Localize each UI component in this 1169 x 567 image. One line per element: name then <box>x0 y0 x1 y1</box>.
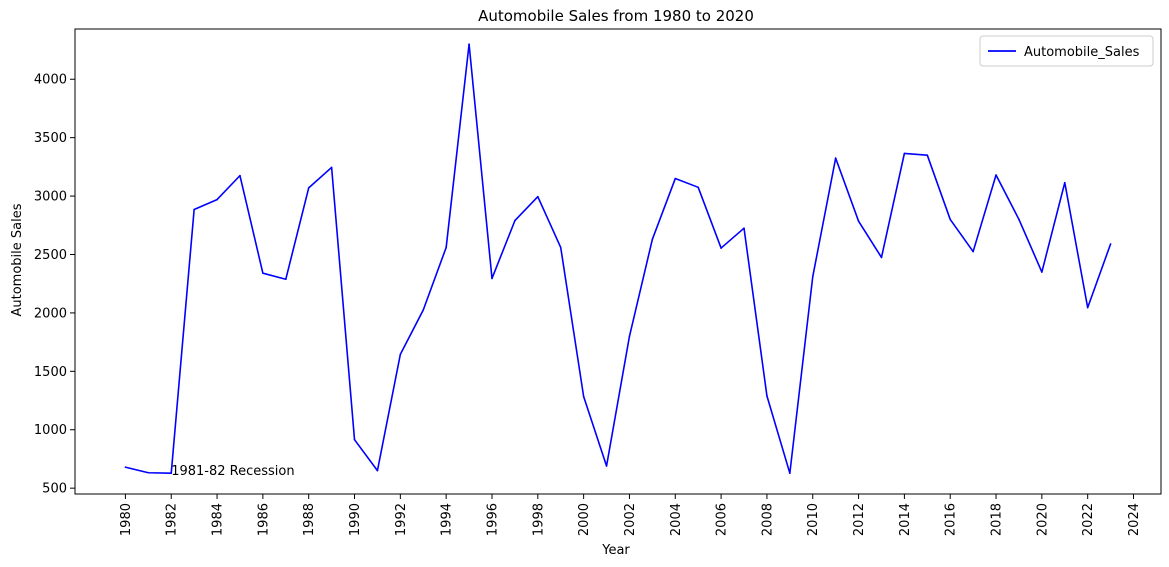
data-point <box>811 275 814 278</box>
x-tick-label: 1986 <box>256 503 271 536</box>
y-axis-label: Automobile Sales <box>10 203 25 316</box>
x-tick-label: 2002 <box>623 503 638 536</box>
data-point <box>834 157 837 159</box>
data-point <box>239 174 241 177</box>
data-point <box>1063 181 1066 184</box>
legend-entry: Automobile_Sales <box>1024 45 1140 60</box>
data-point <box>651 238 654 241</box>
x-tick-label: 2024 <box>1127 503 1142 536</box>
data-point <box>330 166 333 169</box>
x-tick-label: 1984 <box>211 503 226 536</box>
data-point <box>743 227 745 230</box>
data-point <box>1086 306 1089 309</box>
y-tick-label: 3000 <box>34 190 67 205</box>
annotation-text: 1981-82 Recession <box>171 464 294 479</box>
data-point <box>926 154 929 156</box>
series-layer <box>124 43 1112 475</box>
x-tick-label: 1992 <box>394 503 409 536</box>
data-point <box>124 466 127 468</box>
y-tick-label: 1500 <box>34 365 67 380</box>
x-tick-label: 2014 <box>898 503 913 536</box>
data-point <box>537 195 539 198</box>
y-tick-label: 2500 <box>34 248 67 263</box>
data-point <box>720 247 722 249</box>
y-tick-label: 3500 <box>34 131 67 146</box>
x-tick-label: 2016 <box>944 503 959 536</box>
data-point <box>353 438 356 441</box>
x-tick-label: 2022 <box>1081 503 1096 536</box>
x-tick-label: 2000 <box>577 503 592 536</box>
data-point <box>789 472 791 475</box>
data-point <box>766 395 768 397</box>
y-tick-label: 1000 <box>34 423 67 438</box>
data-point <box>949 218 952 221</box>
x-tick-label: 1982 <box>165 503 180 536</box>
data-point <box>582 395 585 398</box>
x-tick-label: 1998 <box>531 503 546 536</box>
data-point <box>422 309 425 311</box>
data-point <box>147 471 150 474</box>
data-point <box>514 219 516 222</box>
data-point <box>697 186 699 189</box>
x-tick-label: 1996 <box>485 503 500 536</box>
data-point <box>605 465 608 467</box>
data-point <box>559 246 562 249</box>
legend-box <box>979 35 1154 67</box>
chart-title: Automobile Sales from 1980 to 2020 <box>478 7 754 25</box>
y-tick-label: 4000 <box>34 73 67 88</box>
data-point <box>399 353 402 356</box>
data-point <box>445 246 447 249</box>
data-point <box>262 272 264 274</box>
data-point <box>628 335 631 338</box>
plot-area <box>74 28 1162 495</box>
data-point <box>376 469 379 472</box>
x-tick-label: 2020 <box>1035 503 1050 536</box>
data-point <box>1018 218 1020 221</box>
data-point <box>307 187 310 189</box>
data-point <box>193 208 195 211</box>
y-tick-label: 2000 <box>34 306 67 321</box>
data-point <box>972 250 974 253</box>
data-point <box>995 174 997 176</box>
x-tick-label: 1980 <box>119 503 134 536</box>
data-point <box>170 472 173 475</box>
data-point <box>857 220 860 222</box>
x-tick-label: 2004 <box>669 503 684 536</box>
x-tick-label: 2006 <box>715 503 730 536</box>
x-tick-label: 2012 <box>852 503 867 536</box>
x-axis-label: Year <box>601 543 630 558</box>
x-tick-label: 1994 <box>440 503 455 536</box>
data-point <box>491 277 493 280</box>
data-point <box>674 177 677 180</box>
data-point <box>1041 271 1043 273</box>
x-tick-label: 2010 <box>806 503 821 536</box>
legend: Automobile_Sales <box>979 35 1154 67</box>
data-point <box>216 198 218 201</box>
y-axis: 500 1000 1500 2000 2500 3000 3500 4000 <box>34 73 75 497</box>
data-point <box>903 152 906 155</box>
data-point <box>468 43 470 45</box>
x-axis: 1980 1982 1984 1986 1988 1990 1992 1994 1996 1998… <box>119 494 1142 536</box>
annotation-layer: 1981-82 Recession <box>171 464 294 479</box>
x-tick-label: 2008 <box>760 503 775 536</box>
data-point <box>1109 243 1112 245</box>
data-point <box>880 256 883 259</box>
x-tick-label: 1990 <box>348 503 363 536</box>
data-point <box>284 278 287 281</box>
x-tick-label: 1988 <box>302 503 317 536</box>
x-tick-label: 2018 <box>990 503 1005 536</box>
series-line <box>125 43 1112 475</box>
y-tick-label: 500 <box>42 482 67 497</box>
